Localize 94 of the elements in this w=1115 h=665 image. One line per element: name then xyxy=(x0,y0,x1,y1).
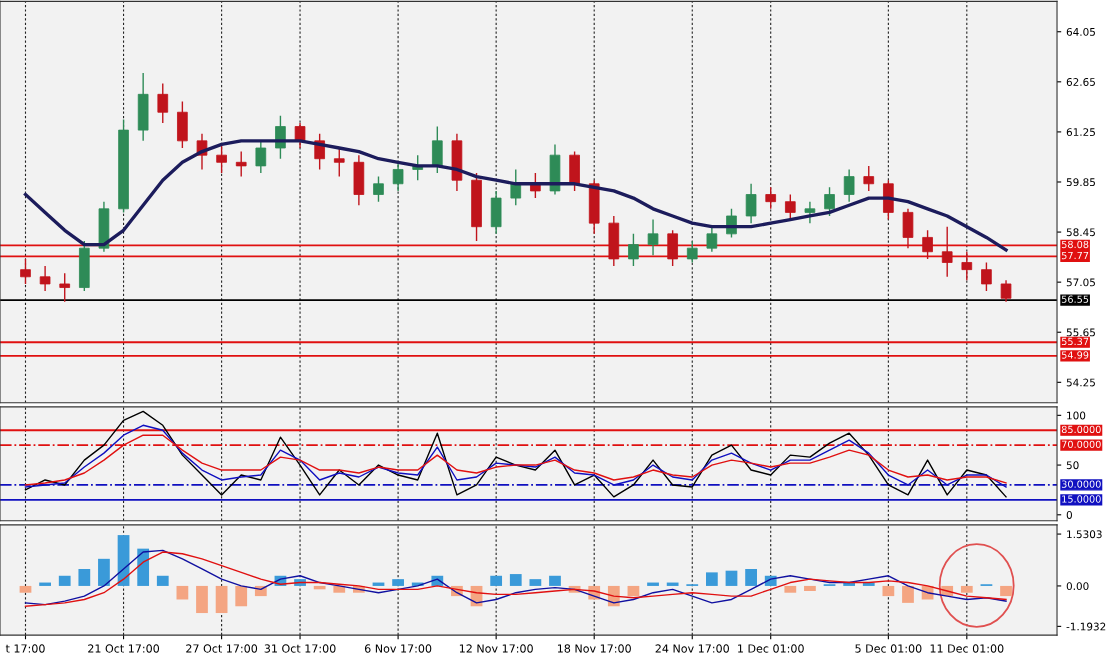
bar xyxy=(333,585,346,593)
bar xyxy=(196,585,208,614)
candlestick xyxy=(647,218,659,257)
ref-line-label: 15.0000 xyxy=(1062,495,1101,503)
y-tick-label: -1.1932 xyxy=(1066,622,1106,631)
bar xyxy=(235,585,248,607)
bar xyxy=(804,585,816,592)
candlestick xyxy=(59,272,71,303)
candlestick xyxy=(686,240,698,264)
candlestick xyxy=(706,226,718,253)
y-tick-label: 62.65 xyxy=(1066,78,1095,86)
bar xyxy=(529,579,542,586)
x-tick-label: 21 Oct 17:00 xyxy=(88,644,160,653)
candlestick xyxy=(373,175,384,203)
x-tick-label: 31 Oct 17:00 xyxy=(264,644,336,653)
x-tick-label: 6 Nov 17:00 xyxy=(364,644,432,653)
bar xyxy=(176,585,189,600)
y-tick-label: 57.05 xyxy=(1066,278,1095,287)
candlestick xyxy=(157,82,169,124)
x-tick-label: 18 Nov 17:00 xyxy=(557,644,631,653)
bar xyxy=(725,570,738,586)
ref-line-label: 58.08 xyxy=(1061,240,1089,249)
candlestick xyxy=(628,233,639,267)
bar xyxy=(39,582,51,586)
y-tick-label: 58.45 xyxy=(1066,228,1095,237)
bar xyxy=(215,585,228,614)
candlestick xyxy=(765,186,777,210)
candlestick xyxy=(294,122,306,149)
bar xyxy=(1000,585,1012,597)
candlestick xyxy=(392,161,404,192)
y-tick-label: 55.65 xyxy=(1066,328,1095,337)
candlestick xyxy=(530,172,541,199)
candlestick xyxy=(510,168,522,206)
bar xyxy=(627,585,640,597)
bar xyxy=(490,575,503,586)
ref-line-label: 55.37 xyxy=(1061,337,1089,346)
bar xyxy=(392,579,404,586)
ref-line-label: 54.99 xyxy=(1061,351,1089,359)
y-tick-label: 59.85 xyxy=(1066,178,1095,187)
candlestick xyxy=(804,200,816,224)
x-tick-label: 5 Dec 01:00 xyxy=(855,644,922,653)
candlestick xyxy=(843,168,855,203)
y-tick-label: 0 xyxy=(1066,511,1072,519)
y-tick-label: 54.25 xyxy=(1066,378,1095,387)
ref-line-label: 70.0000 xyxy=(1061,440,1101,448)
candlestick xyxy=(863,165,875,192)
candlestick xyxy=(981,261,992,292)
ref-line-label: 56.55 xyxy=(1061,295,1089,303)
bar xyxy=(705,572,718,586)
ref-line-label: 30.0000 xyxy=(1061,480,1101,488)
bar xyxy=(647,582,659,586)
y-tick-label: 1.5303 xyxy=(1067,530,1102,539)
bar xyxy=(137,548,150,586)
y-tick-label: 0.00 xyxy=(1066,582,1089,591)
candlestick xyxy=(922,229,933,260)
bar xyxy=(902,585,914,603)
candlestick xyxy=(20,258,31,285)
x-tick-label: 27 Oct 17:00 xyxy=(186,644,258,653)
y-tick-label: 61.25 xyxy=(1066,128,1095,137)
y-tick-label: 64.05 xyxy=(1066,27,1095,36)
ref-line-label: 85.0000 xyxy=(1061,425,1101,434)
bar xyxy=(313,585,326,590)
bar xyxy=(98,558,110,586)
bar xyxy=(78,568,91,586)
candlestick xyxy=(39,265,51,292)
bar xyxy=(58,575,71,586)
x-tick-label: t 17:00 xyxy=(5,644,45,653)
x-tick-label: 11 Dec 01:00 xyxy=(930,644,1004,653)
candlestick xyxy=(255,140,267,174)
bar xyxy=(509,574,522,586)
bar xyxy=(19,585,32,593)
candlestick xyxy=(235,150,247,178)
bar xyxy=(156,575,169,586)
candlestick xyxy=(961,251,973,282)
bar xyxy=(960,585,973,593)
bar xyxy=(549,575,561,586)
candlestick xyxy=(745,183,757,224)
candlestick xyxy=(824,186,835,217)
line-series xyxy=(24,410,1007,498)
candlestick xyxy=(1000,279,1012,303)
bar xyxy=(745,568,757,586)
candlestick xyxy=(941,226,953,278)
y-tick-label: 50 xyxy=(1066,461,1079,470)
candlestick xyxy=(216,143,227,174)
y-tick-label: 100 xyxy=(1067,411,1086,420)
bar xyxy=(666,582,679,586)
x-tick-label: 24 Nov 17:00 xyxy=(655,644,729,653)
bar xyxy=(882,585,895,597)
ref-line-label: 57.77 xyxy=(1061,251,1089,260)
x-tick-label: 12 Nov 17:00 xyxy=(459,644,533,653)
candlestick xyxy=(784,193,796,221)
candlestick xyxy=(333,147,345,178)
x-tick-label: 1 Dec 01:00 xyxy=(738,644,804,653)
bar xyxy=(784,585,797,593)
